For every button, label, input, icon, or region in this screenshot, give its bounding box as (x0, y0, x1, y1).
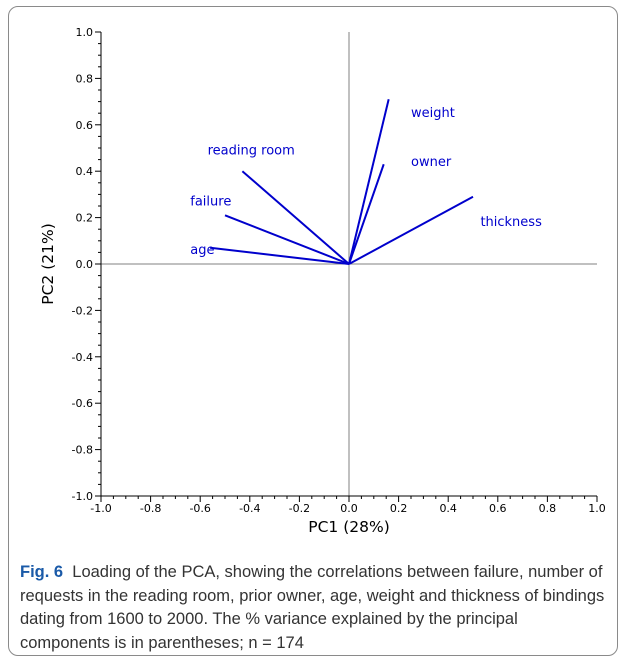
vector-label-reading-room: reading room (208, 143, 295, 158)
y-axis-label: PC2 (21%) (39, 223, 57, 305)
y-tick-label: 0.0 (76, 258, 94, 271)
loading-vector-owner (348, 163, 385, 265)
y-axis-ticks: -1.0 -0.8 -0.6 -0.4 -0.2 0.0 0.2 0.4 0.6 0.8 1.0 (72, 26, 101, 503)
vector-label-failure: failure (190, 194, 231, 209)
y-tick-label: 0.6 (76, 119, 94, 132)
loading-vector-reading-room (241, 170, 350, 265)
x-tick-label: 0.6 (489, 502, 507, 515)
loading-vector-failure (224, 214, 350, 265)
loading-vector-thickness (348, 195, 474, 265)
loading-vector-weight (348, 99, 390, 265)
x-axis-label: PC1 (28%) (308, 518, 390, 536)
loading-vector-labels: weight owner thickness reading room failure a… (190, 106, 542, 258)
x-tick-label: 0.4 (439, 502, 457, 515)
loading-vector-age (210, 246, 350, 265)
pca-loading-chart: -1.0 -0.8 -0.6 -0.4 -0.2 0.0 0.2 0.4 0.6 0.8 1.0 -… (39, 26, 606, 536)
y-tick-label: -0.4 (72, 351, 93, 364)
x-tick-label: 0.8 (539, 502, 557, 515)
vector-label-age: age (190, 243, 214, 258)
loading-vectors (210, 99, 474, 265)
vector-label-thickness: thickness (480, 215, 542, 230)
x-tick-label: -0.2 (289, 502, 310, 515)
y-tick-label: 1.0 (76, 26, 94, 39)
figure-frame (8, 6, 618, 656)
x-tick-label: -1.0 (90, 502, 111, 515)
vector-label-owner: owner (411, 155, 452, 170)
figure-caption: Fig. 6 Loading of the PCA, showing the c… (20, 561, 612, 655)
y-tick-label: -0.6 (72, 397, 93, 410)
x-tick-label: 0.0 (340, 502, 358, 515)
x-tick-label: -0.8 (140, 502, 161, 515)
figure-label: Fig. 6 (20, 563, 64, 581)
x-axis-ticks: -1.0 -0.8 -0.6 -0.4 -0.2 0.0 0.2 0.4 0.6 0.8 1.0 (90, 496, 606, 515)
x-tick-label: -0.6 (189, 502, 210, 515)
y-tick-label: -1.0 (72, 490, 93, 503)
y-tick-label: 0.4 (76, 165, 94, 178)
y-tick-label: 0.8 (76, 72, 94, 85)
vector-label-weight: weight (411, 106, 455, 121)
y-tick-label: -0.8 (72, 444, 93, 457)
y-tick-label: -0.2 (72, 304, 93, 317)
x-tick-label: 1.0 (588, 502, 606, 515)
y-tick-label: 0.2 (76, 212, 94, 225)
x-tick-label: 0.2 (390, 502, 408, 515)
x-tick-label: -0.4 (239, 502, 260, 515)
figure-caption-text: Loading of the PCA, showing the correlat… (20, 563, 605, 652)
